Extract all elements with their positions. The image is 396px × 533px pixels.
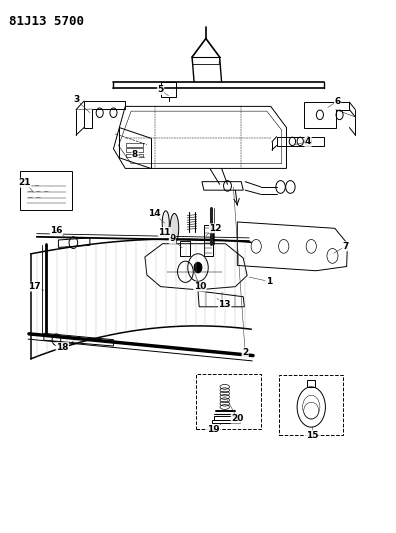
Text: 10: 10 [194,282,206,291]
Text: 15: 15 [306,431,318,440]
Text: —  —: — — [28,195,41,200]
Text: 14: 14 [148,209,160,218]
Circle shape [194,262,202,273]
Text: —  —  —: — — — [28,189,49,194]
Text: 9: 9 [169,235,176,244]
Text: — —: — — [28,183,39,188]
Text: 12: 12 [209,224,222,233]
Text: 3: 3 [73,95,79,104]
Ellipse shape [162,211,169,235]
Text: 11: 11 [158,228,171,237]
Text: 13: 13 [219,300,231,309]
Text: 4: 4 [305,138,311,147]
Text: 6: 6 [335,96,341,106]
Text: 81J13 5700: 81J13 5700 [9,14,84,28]
Text: 19: 19 [208,425,220,434]
Text: 7: 7 [342,242,348,251]
Text: 21: 21 [19,178,31,187]
Ellipse shape [170,214,179,243]
Text: 8: 8 [132,150,138,159]
Text: 20: 20 [231,414,244,423]
Text: 18: 18 [56,343,69,352]
Bar [196,374,261,429]
Polygon shape [145,244,247,290]
Bar [279,375,343,434]
Text: 5: 5 [158,85,164,94]
Text: 17: 17 [29,282,41,291]
Text: 1: 1 [266,277,272,286]
Text: 2: 2 [242,348,248,357]
Bar [20,171,72,210]
Text: 16: 16 [50,226,63,235]
